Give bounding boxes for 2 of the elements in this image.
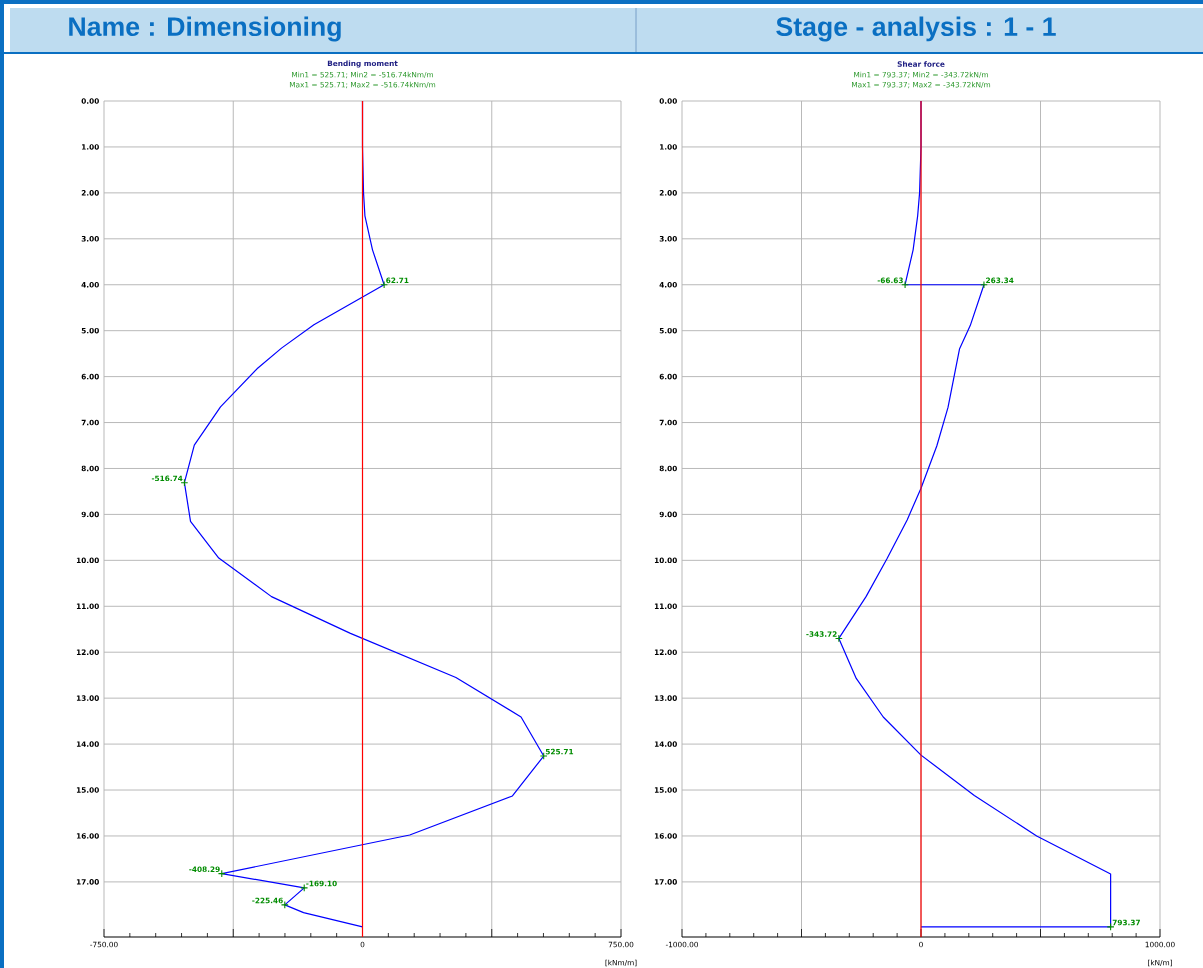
text: Stage - analysis : 1 - 1 [776, 16, 1056, 42]
text: Name : Dimensioning [69, 16, 341, 42]
